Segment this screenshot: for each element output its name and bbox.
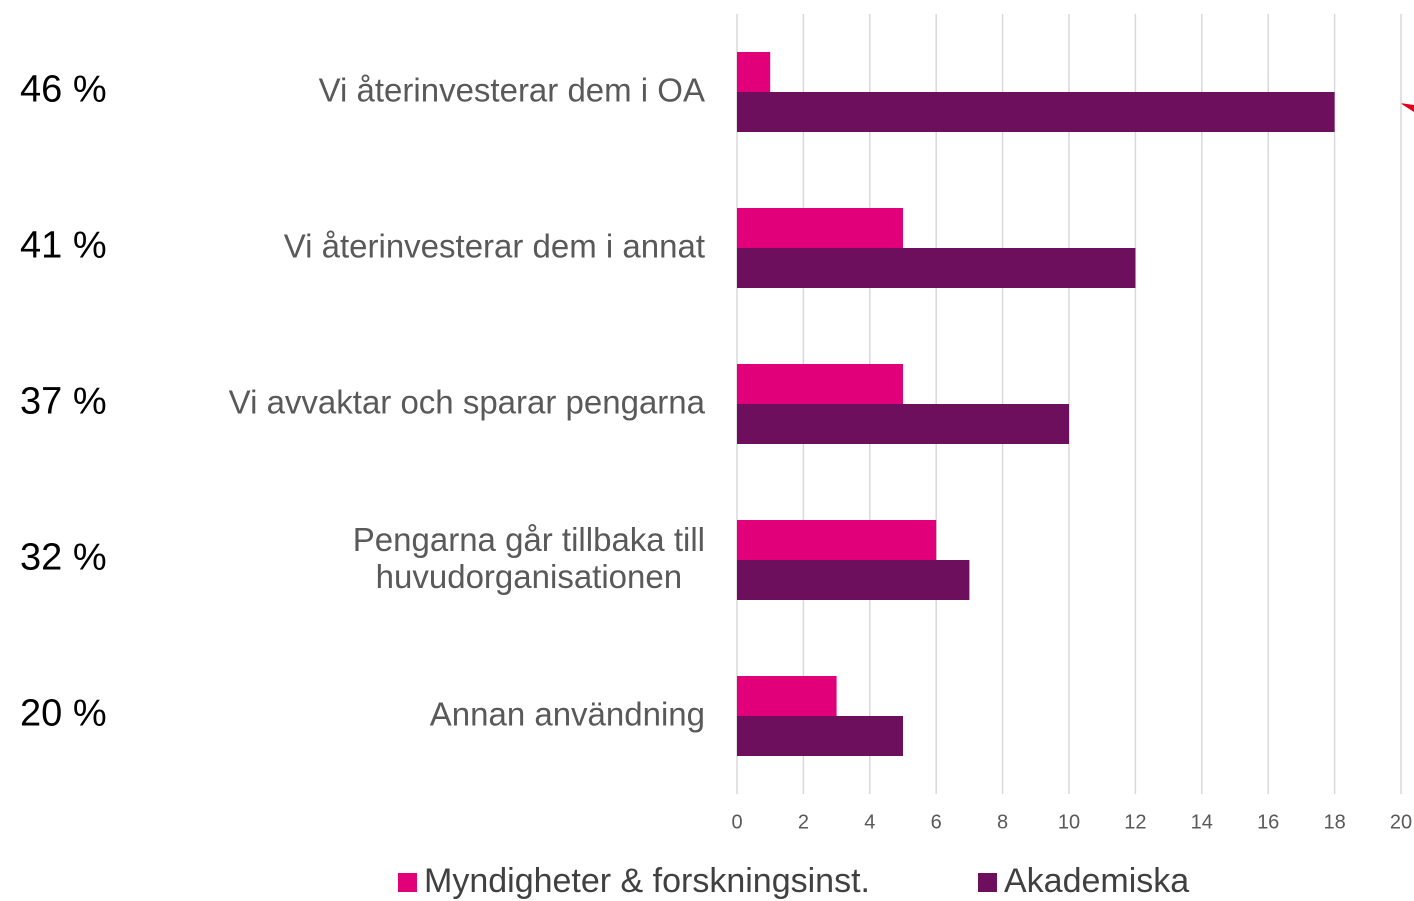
x-tick-label: 2 bbox=[798, 811, 809, 833]
x-tick-label: 20 bbox=[1390, 811, 1412, 833]
category-label: Annan användning bbox=[429, 695, 705, 733]
x-tick-label: 12 bbox=[1124, 811, 1146, 833]
category-label: Vi återinvesterar dem i OA bbox=[318, 71, 705, 109]
x-tick-label: 0 bbox=[731, 811, 742, 833]
legend-label: Akademiska bbox=[1004, 862, 1189, 900]
legend-swatch bbox=[978, 873, 997, 892]
legend-swatch bbox=[398, 873, 417, 892]
bar bbox=[737, 92, 1335, 132]
x-tick-label: 8 bbox=[997, 811, 1008, 833]
bar bbox=[737, 560, 970, 600]
decoration bbox=[1400, 103, 1414, 112]
percent-label: 46 % bbox=[20, 68, 107, 111]
category-label: Vi avvaktar och sparar pengarna bbox=[228, 383, 705, 421]
bar bbox=[737, 716, 903, 756]
bar bbox=[737, 52, 771, 92]
percent-label: 32 % bbox=[20, 536, 107, 579]
x-tick-label: 10 bbox=[1058, 811, 1080, 833]
legend-label: Myndigheter & forskningsinst. bbox=[424, 862, 870, 900]
percent-label: 37 % bbox=[20, 380, 107, 423]
x-tick-label: 4 bbox=[864, 811, 875, 833]
percent-label: 20 % bbox=[20, 692, 107, 735]
category-label: Pengarna går tillbaka till huvudorganisa… bbox=[352, 521, 705, 595]
x-tick-label: 6 bbox=[931, 811, 942, 833]
bar bbox=[737, 520, 937, 560]
bar bbox=[737, 208, 903, 248]
bar bbox=[737, 248, 1136, 288]
x-tick-label: 18 bbox=[1323, 811, 1345, 833]
x-tick-label: 14 bbox=[1191, 811, 1213, 833]
percent-label: 41 % bbox=[20, 224, 107, 267]
x-tick-label: 16 bbox=[1257, 811, 1279, 833]
category-label: Vi återinvesterar dem i annat bbox=[283, 227, 705, 265]
bar bbox=[737, 364, 903, 404]
bar bbox=[737, 404, 1069, 444]
bar bbox=[737, 676, 837, 716]
